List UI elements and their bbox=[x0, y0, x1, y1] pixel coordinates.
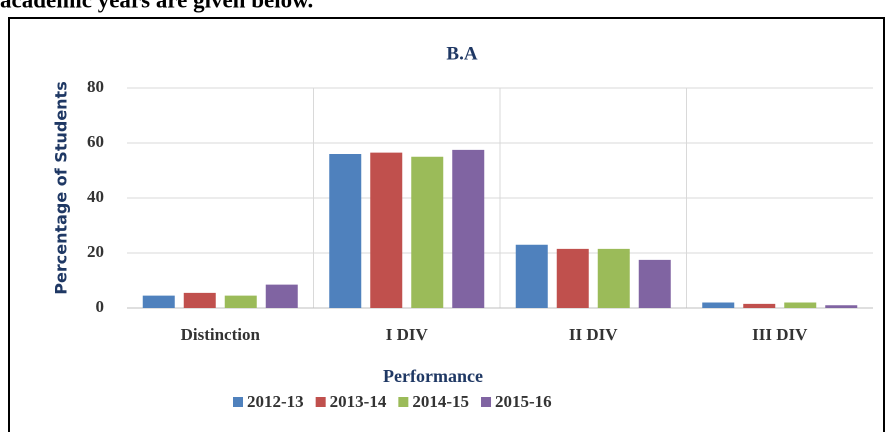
bar bbox=[452, 149, 485, 308]
x-tick-label: I DIV bbox=[386, 325, 429, 344]
x-axis-label: Performance bbox=[383, 366, 483, 386]
bar bbox=[556, 248, 589, 308]
y-tick-label: 80 bbox=[87, 77, 104, 96]
bar bbox=[183, 292, 216, 308]
bar bbox=[784, 302, 817, 308]
y-tick-label: 20 bbox=[87, 242, 104, 261]
bar bbox=[411, 156, 444, 308]
bar bbox=[702, 302, 735, 308]
y-tick-label: 40 bbox=[87, 187, 104, 206]
chart-frame bbox=[8, 17, 885, 432]
bar bbox=[329, 154, 362, 308]
bar bbox=[638, 259, 671, 308]
legend-label: 2015-16 bbox=[495, 392, 552, 411]
bar bbox=[515, 244, 548, 308]
legend-label: 2012-13 bbox=[247, 392, 304, 411]
x-tick-label: Distinction bbox=[181, 325, 261, 344]
legend-swatch bbox=[233, 397, 243, 407]
bar bbox=[743, 303, 776, 308]
chart-title: B.A bbox=[446, 43, 477, 64]
legend-label: 2013-14 bbox=[330, 392, 387, 411]
bar bbox=[597, 248, 630, 308]
x-tick-label: II DIV bbox=[569, 325, 618, 344]
legend-swatch bbox=[315, 397, 326, 407]
legend-label: 2014-15 bbox=[412, 392, 469, 411]
y-tick-label: 60 bbox=[87, 132, 104, 151]
bar bbox=[825, 305, 858, 308]
x-tick-label: III DIV bbox=[752, 325, 808, 344]
header-text: academic years are given below. bbox=[0, 0, 313, 12]
y-tick-label: 0 bbox=[96, 297, 105, 316]
bar bbox=[142, 295, 175, 308]
bar bbox=[224, 295, 257, 308]
bar bbox=[265, 284, 298, 308]
legend-swatch bbox=[398, 397, 409, 407]
y-axis-label: Percentage of Students bbox=[52, 81, 71, 294]
legend-swatch bbox=[481, 397, 492, 407]
bar bbox=[370, 152, 403, 308]
